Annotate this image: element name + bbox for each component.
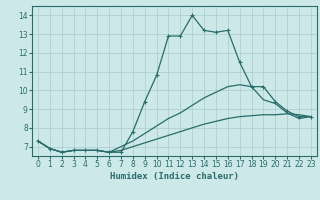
X-axis label: Humidex (Indice chaleur): Humidex (Indice chaleur) xyxy=(110,172,239,181)
